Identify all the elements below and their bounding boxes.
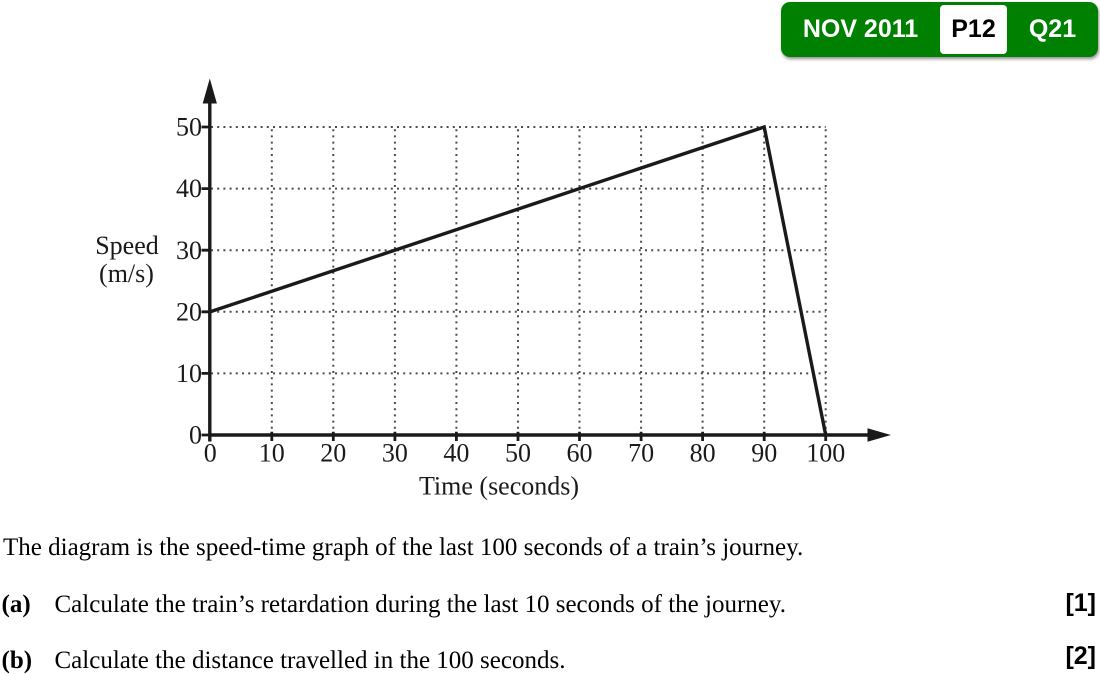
svg-text:Time (seconds): Time (seconds) <box>419 472 579 501</box>
svg-text:60: 60 <box>567 439 593 468</box>
svg-text:90: 90 <box>751 439 777 468</box>
svg-text:80: 80 <box>690 439 716 468</box>
svg-text:100: 100 <box>806 439 845 468</box>
svg-text:50: 50 <box>505 439 531 468</box>
svg-text:70: 70 <box>628 439 654 468</box>
svg-text:20: 20 <box>320 439 346 468</box>
svg-text:30: 30 <box>176 236 202 265</box>
svg-text:0: 0 <box>204 439 217 468</box>
svg-text:40: 40 <box>176 174 202 203</box>
svg-text:(m/s): (m/s) <box>99 259 154 288</box>
svg-text:30: 30 <box>382 439 408 468</box>
svg-text:10: 10 <box>176 359 202 388</box>
svg-text:0: 0 <box>189 421 202 450</box>
svg-text:10: 10 <box>259 439 285 468</box>
svg-text:Speed: Speed <box>95 231 159 260</box>
svg-text:20: 20 <box>176 297 202 326</box>
svg-text:50: 50 <box>176 113 202 142</box>
svg-text:40: 40 <box>443 439 469 468</box>
